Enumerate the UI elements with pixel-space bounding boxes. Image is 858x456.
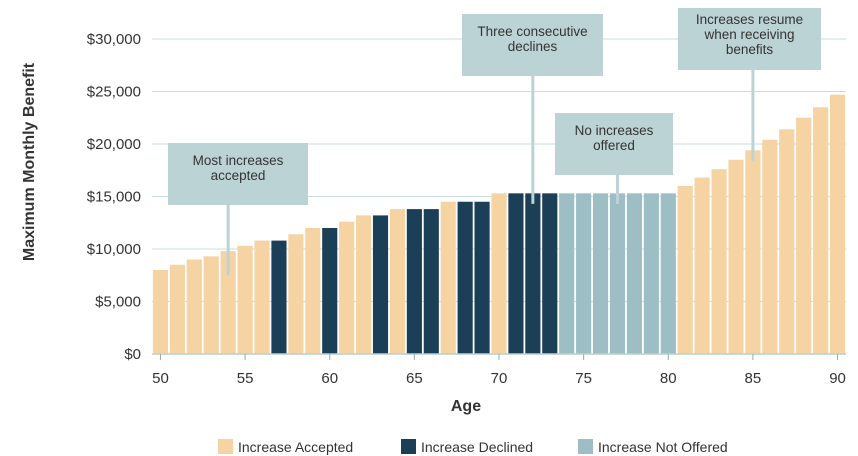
x-tick-label: 50 bbox=[152, 370, 169, 387]
y-axis: $0 $5,000 $10,000 $15,000 $20,000 $25,000 $30,… bbox=[87, 31, 141, 363]
x-tick-label: 55 bbox=[237, 370, 254, 387]
bar-age-65 bbox=[406, 209, 422, 354]
y-tick-label: $15,000 bbox=[87, 189, 141, 206]
x-tick-label: 65 bbox=[406, 370, 423, 387]
y-axis-label: Maximum Monthly Benefit bbox=[21, 62, 38, 261]
x-tick-label: 60 bbox=[321, 370, 338, 387]
bar-age-70 bbox=[491, 193, 507, 354]
x-axis-label: Age bbox=[451, 398, 481, 415]
bar-age-60 bbox=[322, 228, 338, 354]
legend-label: Increase Not Offered bbox=[598, 439, 728, 455]
annotation-text: No increases bbox=[575, 123, 654, 138]
bar-age-50 bbox=[152, 270, 169, 354]
bar-age-80 bbox=[660, 193, 676, 354]
annotation-text: Most increases bbox=[193, 153, 284, 168]
y-tick-label: $20,000 bbox=[87, 136, 141, 153]
bar-age-82 bbox=[694, 177, 710, 354]
annotation-box bbox=[462, 14, 603, 76]
bar-age-77 bbox=[609, 193, 626, 354]
bar-age-59 bbox=[305, 228, 321, 354]
x-tick-label: 70 bbox=[491, 370, 508, 387]
bar-age-71 bbox=[508, 193, 524, 354]
x-tick-label: 90 bbox=[829, 370, 846, 387]
y-tick-label: $10,000 bbox=[87, 241, 141, 258]
bar-age-67 bbox=[440, 201, 456, 354]
bars bbox=[152, 94, 846, 355]
bar-age-72 bbox=[525, 193, 541, 354]
annotation-box bbox=[555, 113, 673, 175]
annotation-text: Increases resume bbox=[696, 12, 803, 27]
bar-age-54 bbox=[220, 251, 236, 354]
bar-age-64 bbox=[389, 209, 406, 354]
bar-age-69 bbox=[474, 201, 490, 354]
bar-age-76 bbox=[592, 193, 609, 354]
y-tick-label: $25,000 bbox=[87, 84, 141, 101]
bar-age-61 bbox=[339, 221, 355, 354]
bar-age-86 bbox=[762, 139, 778, 354]
bar-age-63 bbox=[372, 215, 389, 354]
annotation-text: declines bbox=[508, 39, 558, 54]
bar-age-56 bbox=[254, 240, 270, 354]
legend: Increase Accepted Increase Declined Increa… bbox=[218, 439, 728, 455]
y-tick-label: $5,000 bbox=[95, 294, 141, 311]
bar-age-90 bbox=[829, 94, 846, 355]
legend-item: Increase Declined bbox=[401, 439, 533, 455]
bar-age-84 bbox=[728, 159, 744, 354]
bar-age-57 bbox=[271, 240, 287, 354]
annotation-box bbox=[678, 8, 821, 70]
bar-age-89 bbox=[813, 107, 829, 354]
x-tick-label: 80 bbox=[660, 370, 677, 387]
legend-swatch bbox=[218, 439, 233, 454]
bar-age-66 bbox=[423, 209, 439, 354]
bar-age-51 bbox=[169, 264, 185, 354]
bar-age-73 bbox=[542, 193, 558, 354]
y-tick-label: $30,000 bbox=[87, 31, 141, 48]
bar-age-81 bbox=[677, 186, 693, 354]
legend-label: Increase Declined bbox=[421, 439, 533, 455]
bar-age-52 bbox=[186, 259, 202, 354]
annotation-text: Three consecutive bbox=[477, 24, 587, 39]
bar-age-85 bbox=[745, 150, 761, 354]
bar-age-75 bbox=[576, 193, 592, 354]
annotation-box bbox=[168, 143, 308, 205]
bar-age-78 bbox=[626, 193, 642, 354]
legend-swatch bbox=[401, 439, 416, 454]
bar-age-79 bbox=[643, 193, 659, 354]
bar-age-83 bbox=[711, 169, 727, 354]
x-tick-label: 85 bbox=[745, 370, 762, 387]
bar-age-74 bbox=[559, 193, 575, 354]
legend-item: Increase Accepted bbox=[218, 439, 353, 455]
bar-age-88 bbox=[796, 117, 812, 354]
bar-age-58 bbox=[288, 234, 304, 354]
legend-label: Increase Accepted bbox=[238, 439, 353, 455]
bar-age-62 bbox=[356, 215, 372, 354]
y-tick-label: $0 bbox=[124, 346, 141, 363]
x-tick-label: 75 bbox=[575, 370, 592, 387]
legend-item: Increase Not Offered bbox=[578, 439, 728, 455]
x-axis: 50 55 60 65 70 75 80 85 90 bbox=[152, 353, 846, 387]
annotation-text: accepted bbox=[211, 168, 266, 183]
annotation-text: benefits bbox=[726, 42, 774, 57]
bar-age-68 bbox=[457, 201, 473, 354]
bar-age-53 bbox=[203, 256, 219, 354]
bar-age-55 bbox=[237, 245, 253, 354]
annotation-text: when receiving bbox=[703, 27, 794, 42]
annotation-text: offered bbox=[593, 138, 635, 153]
legend-swatch bbox=[578, 439, 593, 454]
bar-age-87 bbox=[779, 129, 795, 354]
